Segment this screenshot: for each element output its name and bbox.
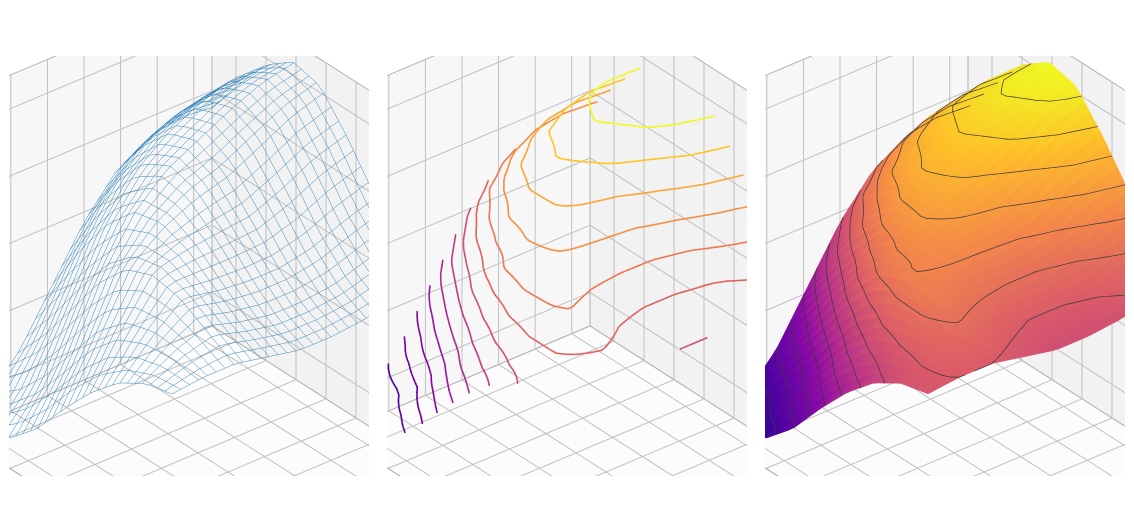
panel-2-contour3d: 0.500.751.001.251.501.752.000.20.40.60.8…	[387, 56, 747, 476]
panel-1-wireframe: 0.500.751.001.251.501.752.000.20.40.60.8…	[9, 56, 369, 476]
figure: 0.500.751.001.251.501.752.000.20.40.60.8…	[0, 0, 1134, 531]
panel-3-surface: 0.500.751.001.251.501.752.000.20.40.60.8…	[765, 56, 1125, 476]
